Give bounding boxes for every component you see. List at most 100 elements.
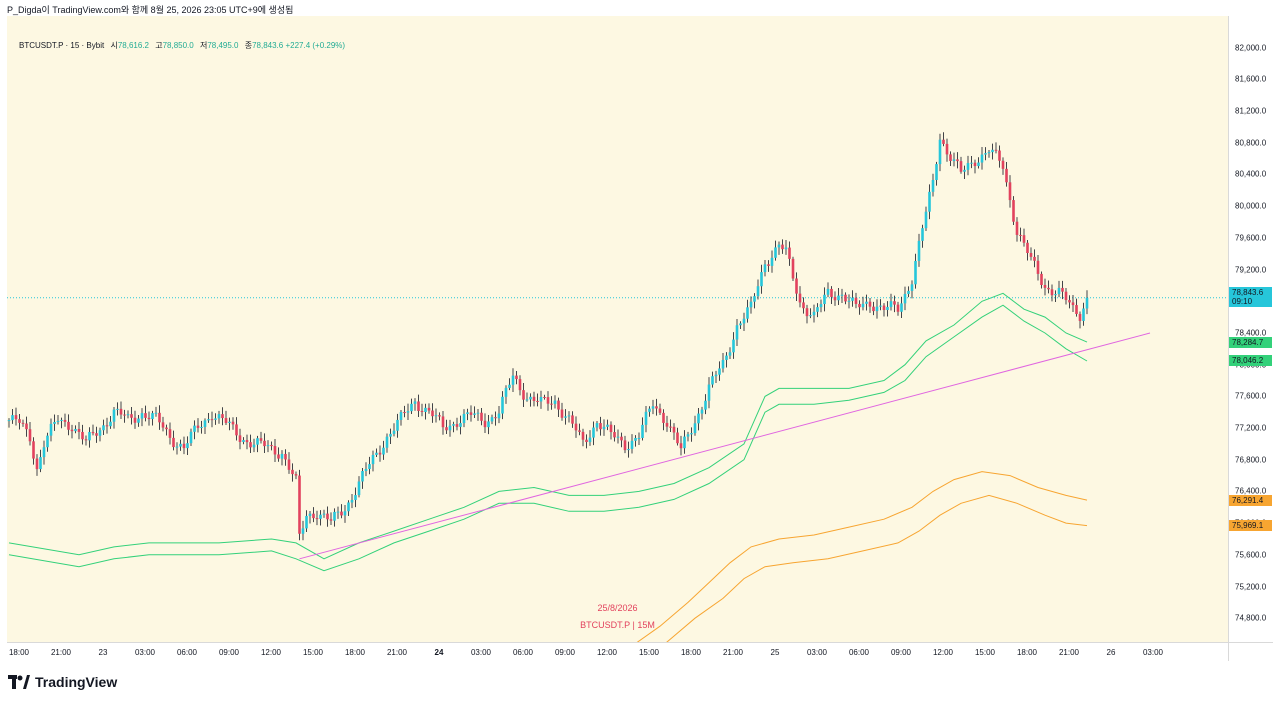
high-value: 78,850.0 — [162, 41, 194, 50]
time-tick-label: 03:00 — [1142, 648, 1164, 657]
candle-body — [574, 423, 578, 431]
candle-body — [714, 374, 718, 377]
candle-body — [697, 413, 700, 424]
time-tick-label: 06:00 — [176, 648, 198, 657]
candle-body — [830, 288, 833, 297]
candle-body — [28, 429, 32, 442]
candle-body — [816, 307, 819, 312]
candle-body — [767, 264, 770, 266]
candle-body — [326, 513, 329, 520]
price-axis[interactable]: 74,800.075,200.075,600.076,000.076,400.0… — [1228, 16, 1273, 642]
candle-body — [434, 415, 438, 417]
candle-body — [193, 425, 196, 432]
candle-body — [644, 411, 648, 425]
price-tick-label: 80,400.0 — [1235, 169, 1267, 179]
time-tick-label: 15:00 — [974, 648, 996, 657]
candle-body — [301, 528, 305, 534]
candle-body — [560, 409, 564, 418]
candle-body — [637, 437, 641, 439]
candle-body — [991, 149, 994, 153]
time-tick-label: 18:00 — [344, 648, 366, 657]
candle-body — [739, 323, 742, 326]
candle-body — [973, 162, 977, 167]
candle-body — [553, 400, 557, 404]
tradingview-logo-icon — [8, 675, 30, 689]
candle-body — [788, 247, 791, 259]
candle-body — [791, 258, 795, 279]
candle-body — [865, 301, 868, 304]
candle-body — [686, 434, 690, 437]
price-tick-label: 76,800.0 — [1235, 455, 1267, 465]
candle-body — [571, 415, 574, 424]
candle-body — [84, 439, 88, 441]
candle-body — [329, 519, 333, 521]
candle-body — [704, 400, 707, 410]
candle-body — [984, 153, 987, 155]
candle-body — [746, 307, 749, 319]
candle-body — [518, 379, 522, 391]
candle-body — [956, 159, 959, 162]
candle-body — [900, 303, 903, 312]
tradingview-logo[interactable]: TradingView — [8, 674, 117, 690]
candle-body — [462, 413, 466, 424]
change-value: +227.4 (+0.29%) — [285, 41, 346, 50]
time-axis[interactable]: 18:00 21:00 23 03:00 06:00 09:00 12:00 15:00 18:… — [7, 642, 1228, 661]
candle-body — [798, 293, 802, 303]
candle-body — [539, 397, 543, 402]
candle-body — [970, 162, 973, 164]
candle-body — [102, 425, 105, 431]
candle-body — [67, 421, 70, 430]
time-tick-label: 26 — [1106, 648, 1116, 657]
candle-body — [294, 474, 298, 476]
candle-body — [119, 408, 123, 415]
candle-body — [315, 518, 319, 520]
candle-body — [420, 410, 424, 412]
symbol-name[interactable]: BTCUSDT.P · 15 · Bybit — [19, 41, 105, 50]
candle-body — [728, 352, 732, 356]
price-chart-svg[interactable] — [7, 16, 1228, 642]
candle-body — [585, 439, 588, 443]
candle-body — [172, 437, 175, 448]
candle-body — [361, 471, 364, 482]
price-tick-label: 80,000.0 — [1235, 201, 1267, 211]
time-tick-label: 09:00 — [554, 648, 576, 657]
symbol-legend[interactable]: BTCUSDT.P · 15 · Bybit 시78,616.2 고78,850… — [19, 40, 345, 51]
candle-body — [109, 421, 112, 427]
candle-body — [270, 445, 273, 447]
candle-body — [305, 515, 308, 529]
candle-body — [56, 420, 60, 422]
candle-body — [287, 459, 291, 470]
candle-body — [1085, 297, 1089, 309]
candle-body — [690, 433, 693, 435]
candle-body — [354, 495, 357, 500]
time-tick-label: 18:00 — [1016, 648, 1038, 657]
candle-body — [105, 425, 109, 427]
candle-body — [935, 164, 938, 180]
candle-body — [438, 415, 441, 417]
candle-body — [252, 444, 256, 448]
open-value: 78,616.2 — [117, 41, 149, 50]
candle-body — [588, 437, 592, 443]
candle-body — [693, 423, 697, 434]
chart-plot-area[interactable]: BTCUSDT.P · 15 · Bybit 시78,616.2 고78,850… — [7, 16, 1228, 642]
candle-body — [994, 149, 998, 151]
candle-body — [98, 430, 102, 436]
candle-body — [777, 244, 781, 248]
watermark-symbol: BTCUSDT.P | 15M — [580, 620, 655, 630]
candle-body — [39, 457, 42, 470]
candle-body — [32, 441, 35, 459]
time-tick-label: 03:00 — [134, 648, 156, 657]
candle-body — [504, 387, 508, 397]
time-tick-label: 21:00 — [386, 648, 408, 657]
candle-body — [1008, 182, 1012, 201]
candle-body — [945, 143, 949, 155]
candle-body — [396, 419, 399, 431]
candle-body — [49, 423, 53, 436]
candle-body — [448, 425, 452, 431]
candle-body — [676, 432, 679, 444]
candle-body — [368, 464, 371, 469]
candle-body — [581, 431, 585, 440]
candle-body — [1082, 308, 1085, 321]
green-band-upper-label: 78,284.7 — [1229, 336, 1272, 348]
candle-body — [1043, 284, 1047, 288]
